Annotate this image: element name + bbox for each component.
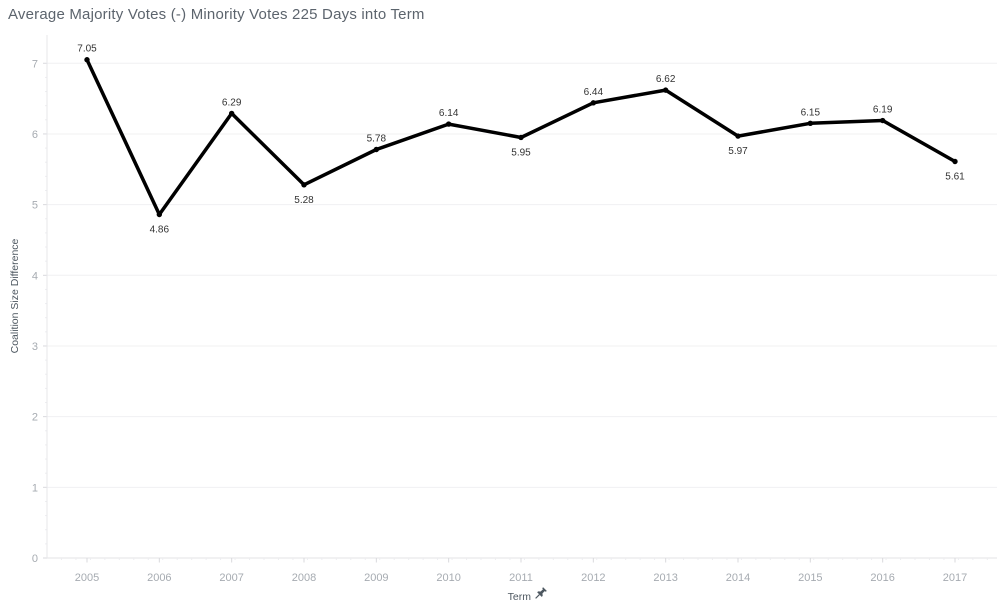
x-tick-label[interactable]: 2008 xyxy=(292,572,316,584)
x-tick-label[interactable]: 2017 xyxy=(943,572,967,584)
x-tick-label[interactable]: 2005 xyxy=(75,572,99,584)
y-tick-label: 5 xyxy=(32,200,38,212)
value-label-layer: 7.05 4.86 6.29 5.28 5.78 6.14 5.95 6.44 6.62 5.97… xyxy=(77,44,965,236)
data-point-marker[interactable] xyxy=(879,117,886,124)
x-axis-title: Term xyxy=(508,591,532,603)
data-point-marker[interactable] xyxy=(445,121,452,127)
data-point-marker[interactable] xyxy=(952,158,958,165)
series-layer xyxy=(84,57,958,218)
y-tick-label: 1 xyxy=(32,482,38,494)
y-tick-label: 2 xyxy=(32,412,38,424)
data-point-marker[interactable] xyxy=(84,57,90,63)
y-axis-title: Coalition Size Difference xyxy=(9,238,21,353)
data-point-marker[interactable] xyxy=(590,100,597,106)
data-point-marker[interactable] xyxy=(301,182,307,188)
data-point-label: 4.86 xyxy=(150,225,170,236)
grid-layer xyxy=(47,62,997,559)
x-tick-label[interactable]: 2011 xyxy=(509,572,533,584)
x-tick-label[interactable]: 2006 xyxy=(147,572,171,584)
axis-layer xyxy=(43,35,988,563)
data-point-label: 6.15 xyxy=(801,107,821,118)
data-point-marker[interactable] xyxy=(373,146,380,153)
data-point-label: 6.14 xyxy=(439,108,459,119)
x-tick-label[interactable]: 2007 xyxy=(219,572,243,584)
x-tick-label[interactable]: 2014 xyxy=(726,572,750,584)
data-point-label: 6.19 xyxy=(873,105,893,116)
data-point-label: 7.05 xyxy=(77,44,97,55)
data-point-label: 6.29 xyxy=(222,97,242,108)
x-tick-label[interactable]: 2012 xyxy=(581,572,605,584)
pin-icon[interactable] xyxy=(533,587,547,601)
x-tick-label[interactable]: 2009 xyxy=(364,572,388,584)
data-point-label: 6.62 xyxy=(656,74,676,85)
data-point-label: 5.97 xyxy=(728,146,748,157)
y-tick-label: 0 xyxy=(32,553,38,565)
data-point-label: 5.61 xyxy=(945,172,965,183)
data-point-label: 6.44 xyxy=(584,87,604,98)
data-point-marker[interactable] xyxy=(735,133,741,139)
data-point-marker[interactable] xyxy=(662,87,669,93)
chart-title: Average Majority Votes (-) Minority Vote… xyxy=(8,6,425,23)
data-point-marker[interactable] xyxy=(156,211,163,218)
x-tick-label[interactable]: 2010 xyxy=(436,572,460,584)
x-tick-label[interactable]: 2016 xyxy=(870,572,894,584)
x-tick-label[interactable]: 2015 xyxy=(798,572,822,584)
y-tick-label: 7 xyxy=(32,58,38,70)
y-tick-label: 3 xyxy=(32,341,38,353)
y-tick-label: 4 xyxy=(32,270,38,282)
data-point-marker[interactable] xyxy=(518,134,524,141)
y-tick-label: 6 xyxy=(32,129,38,141)
data-point-label: 5.28 xyxy=(294,195,314,206)
data-point-marker[interactable] xyxy=(807,120,814,127)
x-tick-label[interactable]: 2013 xyxy=(653,572,677,584)
data-point-label: 5.95 xyxy=(511,147,531,158)
tick-label-layer: 0 1 2 3 4 5 6 7 2005 2006 2007 2008 2009 2010 2011 2012… xyxy=(32,58,967,584)
data-point-label: 5.78 xyxy=(367,133,387,144)
data-point-marker[interactable] xyxy=(228,110,235,117)
